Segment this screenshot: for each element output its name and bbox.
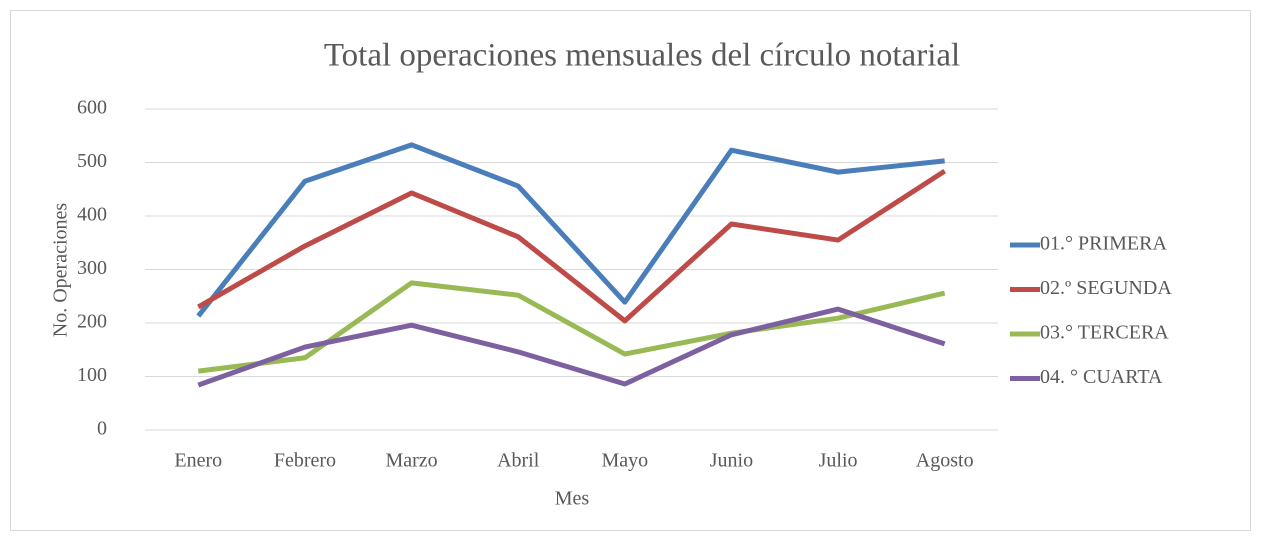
- y-tick-label: 500: [77, 150, 107, 172]
- legend-label: 03.° TERCERA: [1040, 322, 1169, 344]
- x-tick-label: Junio: [710, 450, 753, 472]
- x-tick-label: Febrero: [274, 450, 336, 472]
- x-tick-label: Abril: [497, 450, 540, 472]
- x-tick-label: Mayo: [601, 450, 648, 472]
- x-tick-label: Agosto: [916, 450, 974, 472]
- x-tick-label: Marzo: [385, 450, 437, 472]
- chart-title: Total operaciones mensuales del círculo …: [324, 38, 960, 74]
- legend-label: 04. ° CUARTA: [1040, 366, 1163, 388]
- x-axis-label: Mes: [555, 488, 590, 510]
- legend-label: 02.º SEGUNDA: [1040, 277, 1172, 299]
- y-tick-label: 100: [77, 364, 107, 386]
- y-tick-label: 600: [77, 97, 107, 119]
- legend-label: 01.° PRIMERA: [1040, 233, 1167, 255]
- y-tick-label: 400: [77, 204, 107, 226]
- chart-border: [10, 10, 1251, 531]
- y-tick-label: 0: [97, 418, 107, 440]
- series-line: [196, 142, 945, 318]
- series-line: [197, 306, 946, 388]
- y-tick-label: 200: [77, 311, 107, 333]
- series-line: [197, 168, 947, 324]
- y-tick-label: 300: [77, 257, 107, 279]
- x-tick-label: Enero: [174, 450, 222, 472]
- x-tick-label: Julio: [819, 450, 858, 472]
- y-axis-label: No. Operaciones: [50, 203, 72, 338]
